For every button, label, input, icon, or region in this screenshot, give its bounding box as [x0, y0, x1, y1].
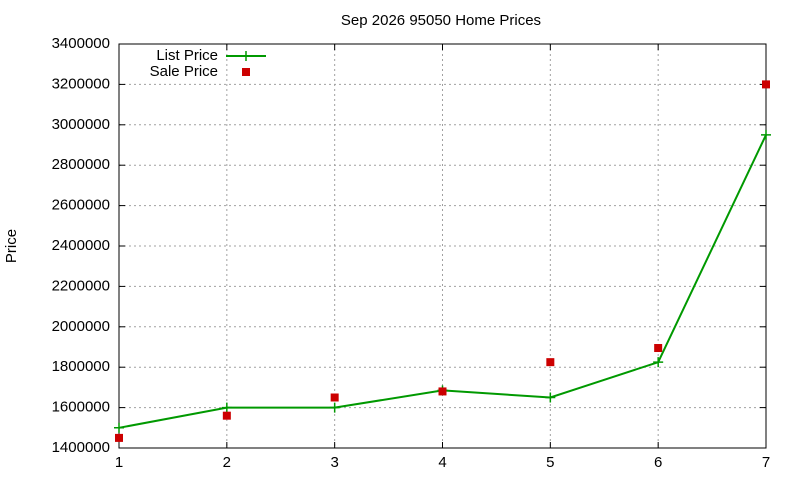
point: [761, 129, 771, 140]
plot-border: [118, 43, 767, 449]
y-tick-label: 2400000: [52, 237, 110, 254]
point: [115, 433, 123, 442]
y-tick-label: 1400000: [52, 439, 110, 456]
y-axis-label: Price: [3, 229, 20, 263]
x-tick-label: 3: [330, 454, 338, 471]
legend-symbol: [241, 51, 251, 61]
y-tick-label: 1800000: [52, 358, 110, 375]
y-tick-label: 2600000: [52, 197, 110, 214]
x-tick-label: 4: [438, 454, 446, 471]
x-tick-label: 5: [546, 454, 554, 471]
point: [653, 357, 664, 368]
chart-title: Sep 2026 95050 Home Prices: [341, 12, 541, 29]
point: [438, 387, 447, 396]
y-tick-label: 2000000: [52, 318, 110, 335]
y-tick-label: 1600000: [52, 399, 110, 416]
legend-label: Sale Price: [150, 63, 218, 80]
y-tick-label: 3000000: [52, 116, 110, 133]
y-tick-label: 3400000: [52, 35, 110, 52]
y-tick-label: 3200000: [52, 75, 110, 92]
point: [654, 344, 663, 353]
point: [222, 411, 231, 420]
x-tick-label: 7: [762, 454, 770, 471]
legend-symbol: [242, 68, 250, 76]
x-tick-label: 2: [223, 454, 231, 471]
point: [546, 358, 555, 367]
point: [762, 80, 770, 89]
point: [330, 393, 339, 402]
x-tick-label: 6: [654, 454, 662, 471]
point: [329, 402, 340, 413]
y-tick-label: 2200000: [52, 277, 110, 294]
point: [114, 422, 124, 433]
legend-label: List Price: [156, 47, 218, 64]
y-tick-label: 2800000: [52, 156, 110, 173]
point: [221, 402, 232, 413]
x-tick-label: 1: [115, 454, 123, 471]
point: [545, 392, 556, 403]
